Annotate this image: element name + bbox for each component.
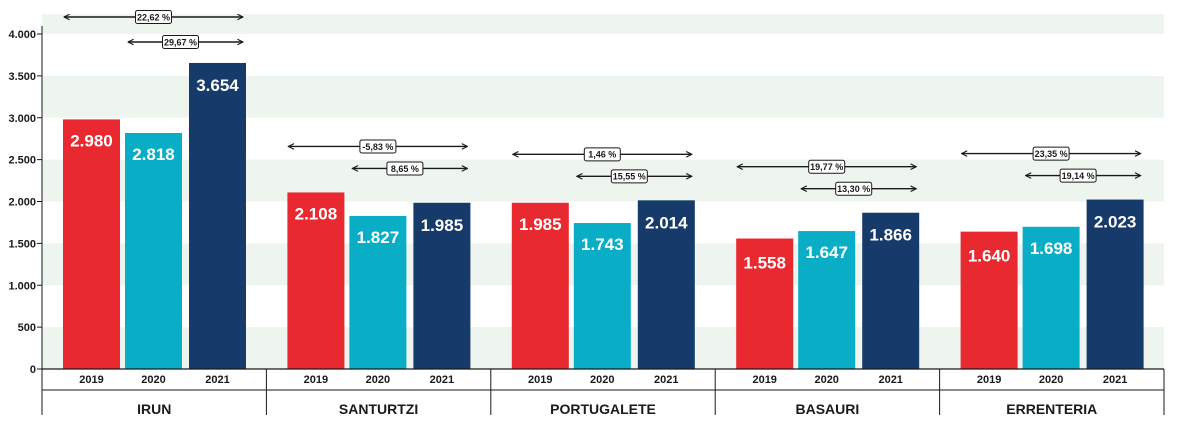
change-badge: [835, 181, 873, 196]
bar-basauri-2021: [862, 212, 920, 369]
change-percent-label: 13,30 %: [837, 184, 870, 194]
bar-value-label: 1.647: [805, 243, 848, 262]
y-axis: 0 500 1.000 1.500 2.000 2.500 3.000 3.500 4.000: [8, 26, 43, 376]
x-year-label: 2020: [590, 374, 614, 386]
x-year-label: 2019: [528, 374, 552, 386]
y-tick-label: 2.500: [8, 155, 36, 167]
bar-santurtzi-2019: [287, 192, 345, 369]
category-label: IRUN: [137, 401, 171, 417]
change-percent-label: -5,83 %: [362, 142, 393, 152]
bar-value-label: 1.743: [581, 235, 624, 254]
y-tick-label: 2.000: [8, 197, 36, 209]
y-tick-label: 3.000: [8, 113, 36, 125]
category-label: PORTUGALETE: [550, 401, 656, 417]
category-label: SANTURTZI: [339, 401, 418, 417]
x-year-label: 2019: [79, 374, 103, 386]
change-percent-label: 15,55 %: [613, 172, 646, 182]
x-year-label: 2021: [878, 374, 902, 386]
change-percent-label: 19,77 %: [810, 162, 843, 172]
bar-value-label: 2.980: [70, 131, 113, 150]
change-percent-label: 22,62 %: [137, 12, 170, 22]
change-badge: [162, 35, 199, 49]
bar-value-label: 1.558: [743, 254, 786, 273]
bar-errenteria-2020: [1022, 226, 1080, 369]
bar-value-label: 1.985: [519, 215, 562, 234]
grid-band: [42, 14, 1164, 34]
bar-basauri-2019: [736, 238, 794, 369]
bar-errenteria-2021: [1086, 199, 1144, 369]
bar-errenteria-2019: [960, 231, 1018, 369]
x-year-label: 2021: [1103, 374, 1127, 386]
x-year-label: 2021: [205, 374, 229, 386]
bar-santurtzi-2020: [349, 215, 407, 369]
x-year-label: 2019: [304, 374, 328, 386]
bar-value-label: 2.818: [132, 145, 175, 164]
bar-portugalete-2020: [573, 223, 631, 369]
x-year-label: 2020: [141, 374, 165, 386]
bar-value-label: 3.654: [196, 76, 239, 95]
change-badge: [386, 161, 424, 176]
change-badge: [583, 147, 621, 162]
change-badge: [359, 139, 397, 154]
change-percent-label: 1,46 %: [588, 150, 616, 160]
bar-value-label: 2.023: [1094, 213, 1137, 232]
bar-irun-2019: [63, 119, 120, 369]
bar-portugalete-2019: [511, 202, 569, 369]
change-percent-label: 23,35 %: [1035, 149, 1068, 159]
bar-basauri-2020: [798, 231, 856, 369]
bars: 2.980 2.818 3.654 2.108 1.827 1.985 1.985 1.743…: [63, 62, 1144, 369]
change-badge: [610, 169, 648, 184]
bar-value-label: 2.014: [645, 213, 688, 232]
bar-value-label: 1.985: [421, 216, 464, 235]
category-label: BASAURI: [796, 401, 860, 417]
y-tick-label: 4.000: [8, 29, 36, 41]
y-tick-label: 3.500: [8, 71, 36, 83]
x-axis: 2019 2020 2021 IRUN 2019 2020 2021 SANTURTZI 201…: [41, 368, 1165, 417]
x-year-label: 2021: [430, 374, 454, 386]
x-year-label: 2019: [977, 374, 1001, 386]
change-badge: [1032, 146, 1070, 161]
bar-value-label: 1.640: [968, 247, 1011, 266]
y-tick-label: 1.000: [8, 280, 36, 292]
y-tick-label: 0: [30, 364, 36, 376]
category-label: ERRENTERIA: [1006, 401, 1097, 417]
bar-irun-2020: [125, 132, 182, 369]
bar-value-label: 1.827: [357, 228, 400, 247]
change-percent-label: 19,14 %: [1062, 171, 1095, 181]
change-percent-label: 29,67 %: [164, 37, 197, 47]
y-tick-label: 500: [18, 322, 36, 334]
x-year-label: 2019: [752, 374, 776, 386]
bar-santurtzi-2021: [413, 202, 471, 369]
bar-value-label: 1.698: [1030, 239, 1073, 258]
change-badge: [1059, 168, 1097, 183]
y-tick-label: 1.500: [8, 238, 36, 250]
change-annotations: 22,62 % 29,67 % -5,83 % 8,65 % 1,46 % 15,55 %…: [64, 10, 1141, 196]
bar-irun-2021: [189, 62, 246, 369]
x-year-label: 2020: [1039, 374, 1063, 386]
bar-value-label: 1.866: [869, 226, 912, 245]
change-percent-label: 8,65 %: [391, 164, 419, 174]
change-badge: [135, 10, 172, 24]
x-year-label: 2020: [814, 374, 838, 386]
change-badge: [808, 159, 846, 174]
bar-portugalete-2021: [637, 200, 695, 369]
bar-value-label: 2.108: [295, 204, 338, 223]
x-year-label: 2021: [654, 374, 678, 386]
x-year-label: 2020: [366, 374, 390, 386]
